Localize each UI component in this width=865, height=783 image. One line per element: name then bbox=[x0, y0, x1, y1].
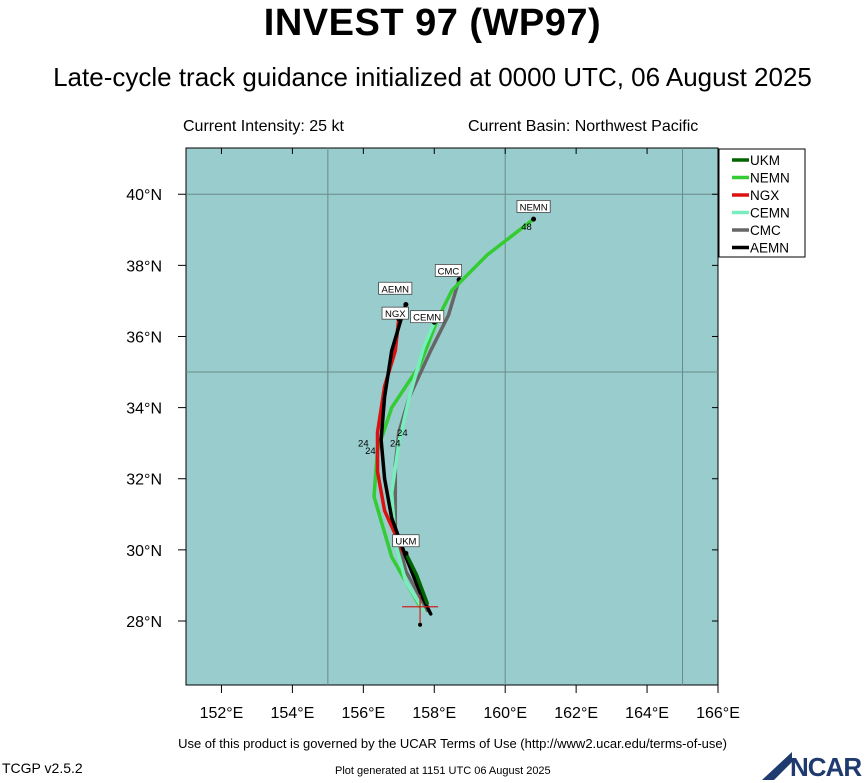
terms-of-use: Use of this product is governed by the U… bbox=[178, 736, 727, 751]
lat-tick-label: 28°N bbox=[126, 614, 162, 631]
lat-tick-label: 40°N bbox=[126, 187, 162, 204]
track-label: CEMN bbox=[413, 313, 441, 324]
page-title: INVEST 97 (WP97) bbox=[263, 2, 602, 44]
track-end-dot bbox=[403, 550, 409, 556]
lat-tick-label: 30°N bbox=[126, 543, 162, 560]
lon-tick-label: 164°E bbox=[625, 705, 669, 722]
legend-item: AEMN bbox=[750, 241, 789, 256]
map-grid bbox=[186, 148, 718, 685]
legend-item: NEMN bbox=[750, 171, 790, 186]
lat-tick-label: 36°N bbox=[126, 329, 162, 346]
current-basin: Current Basin: Northwest Pacific bbox=[468, 118, 699, 135]
track-label-box bbox=[381, 306, 409, 320]
lat-tick-label: 32°N bbox=[126, 472, 162, 489]
legend-box bbox=[718, 148, 806, 258]
legend: UKM NEMN NGX CEMN CMC AEMN bbox=[718, 148, 806, 258]
legend-item: CMC bbox=[750, 223, 781, 238]
track-label-box bbox=[410, 310, 445, 324]
track-nemn bbox=[372, 217, 536, 609]
forecast-hour-label: 24 bbox=[365, 446, 376, 457]
lat-tick-label: 34°N bbox=[126, 401, 162, 418]
track-label-box bbox=[378, 281, 413, 295]
track-aemn bbox=[379, 302, 433, 616]
track-label: NGX bbox=[385, 309, 406, 320]
ncar-logo bbox=[762, 752, 792, 780]
track-label: AEMN bbox=[382, 284, 410, 295]
lon-tick-label: 156°E bbox=[341, 705, 385, 722]
track-cemn bbox=[389, 320, 437, 613]
legend-item: UKM bbox=[750, 153, 780, 168]
version-label: TCGP v2.5.2 bbox=[2, 760, 83, 776]
track-label-box bbox=[434, 264, 463, 277]
lon-tick-label: 154°E bbox=[271, 705, 315, 722]
lat-tick-label: 38°N bbox=[126, 258, 162, 275]
track-label: NEMN bbox=[520, 202, 548, 213]
track-ukm bbox=[404, 551, 429, 605]
lon-tick-label: 162°E bbox=[554, 705, 598, 722]
generated-timestamp: Plot generated at 1151 UTC 06 August 202… bbox=[335, 765, 551, 777]
current-intensity: Current Intensity: 25 kt bbox=[183, 118, 344, 135]
lon-tick-label: 160°E bbox=[483, 705, 527, 722]
track-label: CMC bbox=[438, 266, 460, 277]
map-ocean bbox=[185, 147, 719, 686]
forecast-hour-label: 24 bbox=[358, 439, 369, 450]
track-label: UKM bbox=[395, 537, 416, 548]
storm-center-dot bbox=[418, 622, 423, 627]
track-label-box bbox=[392, 534, 420, 548]
track-end-dot bbox=[403, 301, 409, 307]
legend-item: NGX bbox=[750, 188, 779, 203]
lon-tick-label: 166°E bbox=[696, 705, 740, 722]
track-end-dot bbox=[531, 216, 537, 222]
legend-item: CEMN bbox=[750, 206, 790, 221]
page-subtitle: Late-cycle track guidance initialized at… bbox=[53, 62, 812, 92]
forecast-hour-label: 24 bbox=[390, 439, 401, 450]
model-tracks bbox=[372, 216, 537, 616]
forecast-hour-label: 48 bbox=[521, 222, 532, 233]
forecast-hour-label: 24 bbox=[397, 428, 408, 439]
ncar-logo-text: NCAR bbox=[790, 752, 862, 782]
map-axes: 152°E 154°E 156°E 158°E 160°E 162°E 164°E 166°E… bbox=[126, 148, 740, 722]
track-cmc bbox=[393, 277, 461, 613]
track-label-box bbox=[516, 200, 551, 213]
lon-tick-label: 158°E bbox=[412, 705, 456, 722]
lon-tick-label: 152°E bbox=[200, 705, 244, 722]
